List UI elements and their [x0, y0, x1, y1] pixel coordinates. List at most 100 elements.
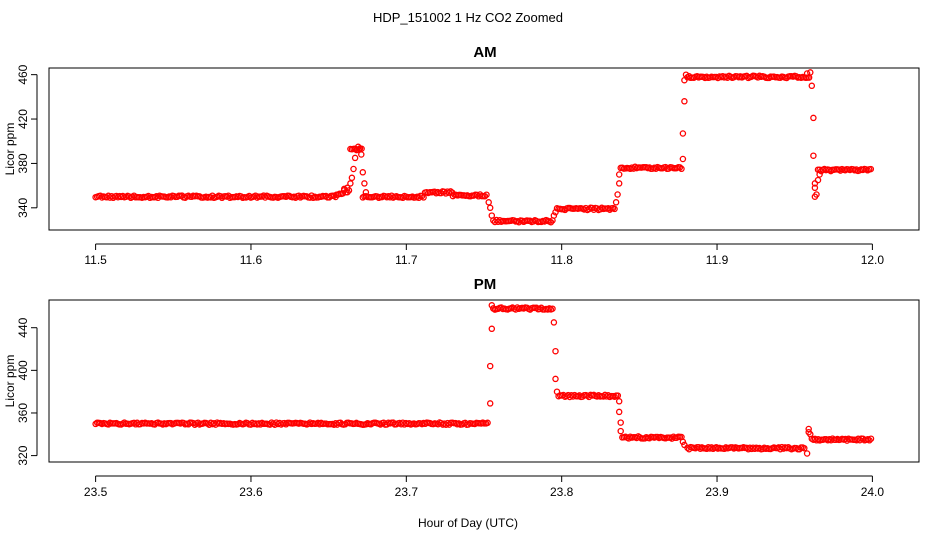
pm-plot-frame: [48, 299, 920, 463]
data-point: [351, 154, 359, 162]
data-point: [340, 185, 348, 193]
data-point: [681, 441, 688, 449]
am-data-points: [92, 69, 875, 226]
x-tick-label: 23.6: [239, 485, 263, 499]
x-tick-label: 23.9: [705, 485, 729, 499]
data-point: [679, 155, 687, 163]
figure-title: HDP_151002 1 Hz CO2 Zoomed: [373, 10, 563, 25]
pm-panel-title: PM: [474, 276, 497, 293]
pm-y-axis: 320 360 400 440: [16, 317, 38, 466]
am-y-axis: 340 380 420 460: [16, 64, 38, 218]
data-point: [678, 165, 685, 173]
data-point: [358, 151, 365, 158]
x-tick-label: 23.5: [84, 485, 108, 499]
data-point: [676, 164, 684, 171]
data-point: [483, 191, 490, 198]
data-point: [350, 165, 357, 173]
x-tick-label: 23.8: [550, 485, 574, 499]
data-point: [801, 444, 808, 452]
data-point: [617, 419, 624, 426]
data-point: [816, 171, 823, 178]
data-point: [553, 388, 561, 395]
x-tick-label: 12.0: [861, 253, 885, 267]
am-y-axis-label: Licor ppm: [3, 123, 17, 176]
data-point: [813, 191, 820, 198]
data-point: [866, 437, 873, 444]
x-tick-label: 24.0: [861, 485, 885, 499]
data-point: [362, 189, 370, 196]
data-point: [550, 319, 558, 326]
data-point: [803, 450, 811, 457]
data-point: [615, 171, 623, 178]
data-point: [353, 146, 360, 154]
data-point: [615, 408, 623, 416]
y-tick-label: 420: [16, 109, 30, 129]
data-point: [679, 130, 687, 137]
y-tick-label: 380: [16, 153, 30, 173]
data-point: [679, 438, 687, 446]
data-point: [808, 82, 816, 90]
data-point: [552, 347, 559, 355]
x-tick-label: 11.6: [240, 253, 263, 267]
data-point: [485, 199, 492, 206]
data-point: [617, 427, 624, 435]
data-point: [810, 114, 817, 122]
data-point: [484, 419, 491, 427]
data-point: [549, 305, 556, 312]
data-point: [611, 205, 618, 213]
data-point: [807, 69, 814, 76]
y-tick-label: 320: [16, 445, 30, 465]
data-point: [810, 152, 817, 159]
y-tick-label: 360: [16, 403, 30, 423]
data-point: [867, 165, 875, 173]
x-tick-label: 11.7: [395, 253, 418, 267]
am-plot-frame: [48, 67, 920, 231]
data-point: [359, 169, 367, 176]
data-point: [615, 180, 623, 187]
data-point: [488, 302, 496, 309]
data-point: [347, 180, 354, 187]
data-point: [807, 431, 814, 438]
y-tick-label: 400: [16, 360, 30, 380]
data-point: [481, 192, 489, 200]
am-panel: AM 11.5 11.6 11.7 11.8 11.9 12.0 340 380 420 460…: [3, 44, 920, 267]
data-point: [348, 174, 356, 182]
x-axis-label: Hour of Day (UTC): [418, 516, 518, 530]
am-panel-title: AM: [473, 44, 496, 61]
data-point: [486, 400, 494, 407]
data-point: [488, 325, 496, 333]
data-point: [552, 208, 559, 216]
data-point: [612, 199, 620, 206]
data-point: [682, 71, 690, 78]
data-point: [681, 98, 688, 105]
data-point: [361, 180, 368, 187]
data-point: [550, 212, 558, 219]
pm-y-axis-label: Licor ppm: [3, 355, 17, 408]
y-tick-label: 460: [16, 64, 30, 84]
data-point: [867, 435, 875, 442]
data-point: [356, 145, 363, 153]
data-point: [614, 392, 622, 399]
data-point: [614, 191, 621, 198]
pm-x-axis: 23.5 23.6 23.7 23.8 23.9 24.0: [84, 475, 885, 499]
am-x-axis: 11.5 11.6 11.7 11.8 11.9 12.0: [84, 243, 885, 267]
y-tick-label: 440: [16, 317, 30, 337]
y-tick-label: 340: [16, 197, 30, 217]
data-point: [811, 184, 819, 192]
pm-data-points: [92, 302, 875, 457]
data-point: [814, 176, 822, 184]
x-tick-label: 11.9: [706, 253, 729, 267]
data-point: [615, 398, 623, 405]
data-point: [552, 375, 559, 383]
data-point: [344, 184, 351, 192]
data-point: [803, 70, 811, 77]
x-tick-label: 23.7: [395, 485, 419, 499]
data-point: [486, 204, 494, 212]
data-point: [488, 212, 496, 219]
data-point: [486, 362, 494, 370]
x-tick-label: 11.5: [84, 253, 107, 267]
data-point: [490, 305, 497, 312]
x-tick-label: 11.8: [550, 253, 573, 267]
pm-panel: PM 23.5 23.6 23.7 23.8 23.9 24.0 320 360 400 440…: [3, 276, 920, 499]
